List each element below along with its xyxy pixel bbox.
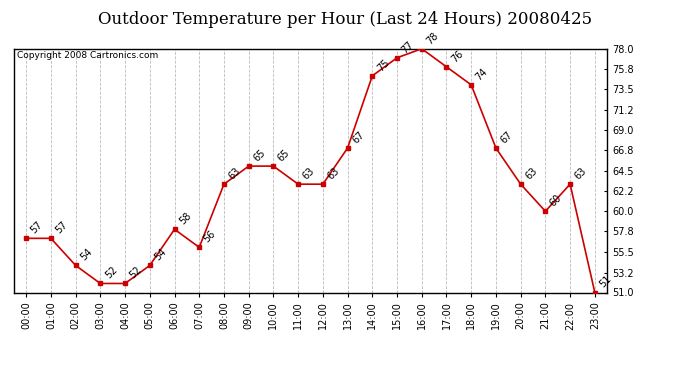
Text: 77: 77: [400, 39, 416, 55]
Text: 52: 52: [103, 265, 119, 281]
Text: Copyright 2008 Cartronics.com: Copyright 2008 Cartronics.com: [17, 51, 158, 60]
Text: 65: 65: [276, 147, 292, 164]
Text: 76: 76: [449, 48, 465, 64]
Text: 57: 57: [54, 220, 70, 236]
Text: 65: 65: [251, 147, 267, 164]
Text: 60: 60: [548, 193, 564, 208]
Text: 58: 58: [177, 211, 193, 226]
Text: Outdoor Temperature per Hour (Last 24 Hours) 20080425: Outdoor Temperature per Hour (Last 24 Ho…: [98, 11, 592, 28]
Text: 52: 52: [128, 265, 144, 281]
Text: 54: 54: [79, 247, 95, 262]
Text: 63: 63: [301, 166, 317, 182]
Text: 63: 63: [227, 166, 242, 182]
Text: 74: 74: [474, 66, 490, 82]
Text: 63: 63: [573, 166, 589, 182]
Text: 63: 63: [524, 166, 539, 182]
Text: 75: 75: [375, 57, 391, 73]
Text: 57: 57: [29, 220, 45, 236]
Text: 67: 67: [499, 129, 515, 145]
Text: 67: 67: [351, 129, 366, 145]
Text: 63: 63: [326, 166, 342, 182]
Text: 78: 78: [424, 30, 440, 46]
Text: 51: 51: [598, 274, 613, 290]
Text: 56: 56: [202, 229, 218, 244]
Text: 54: 54: [152, 247, 168, 262]
